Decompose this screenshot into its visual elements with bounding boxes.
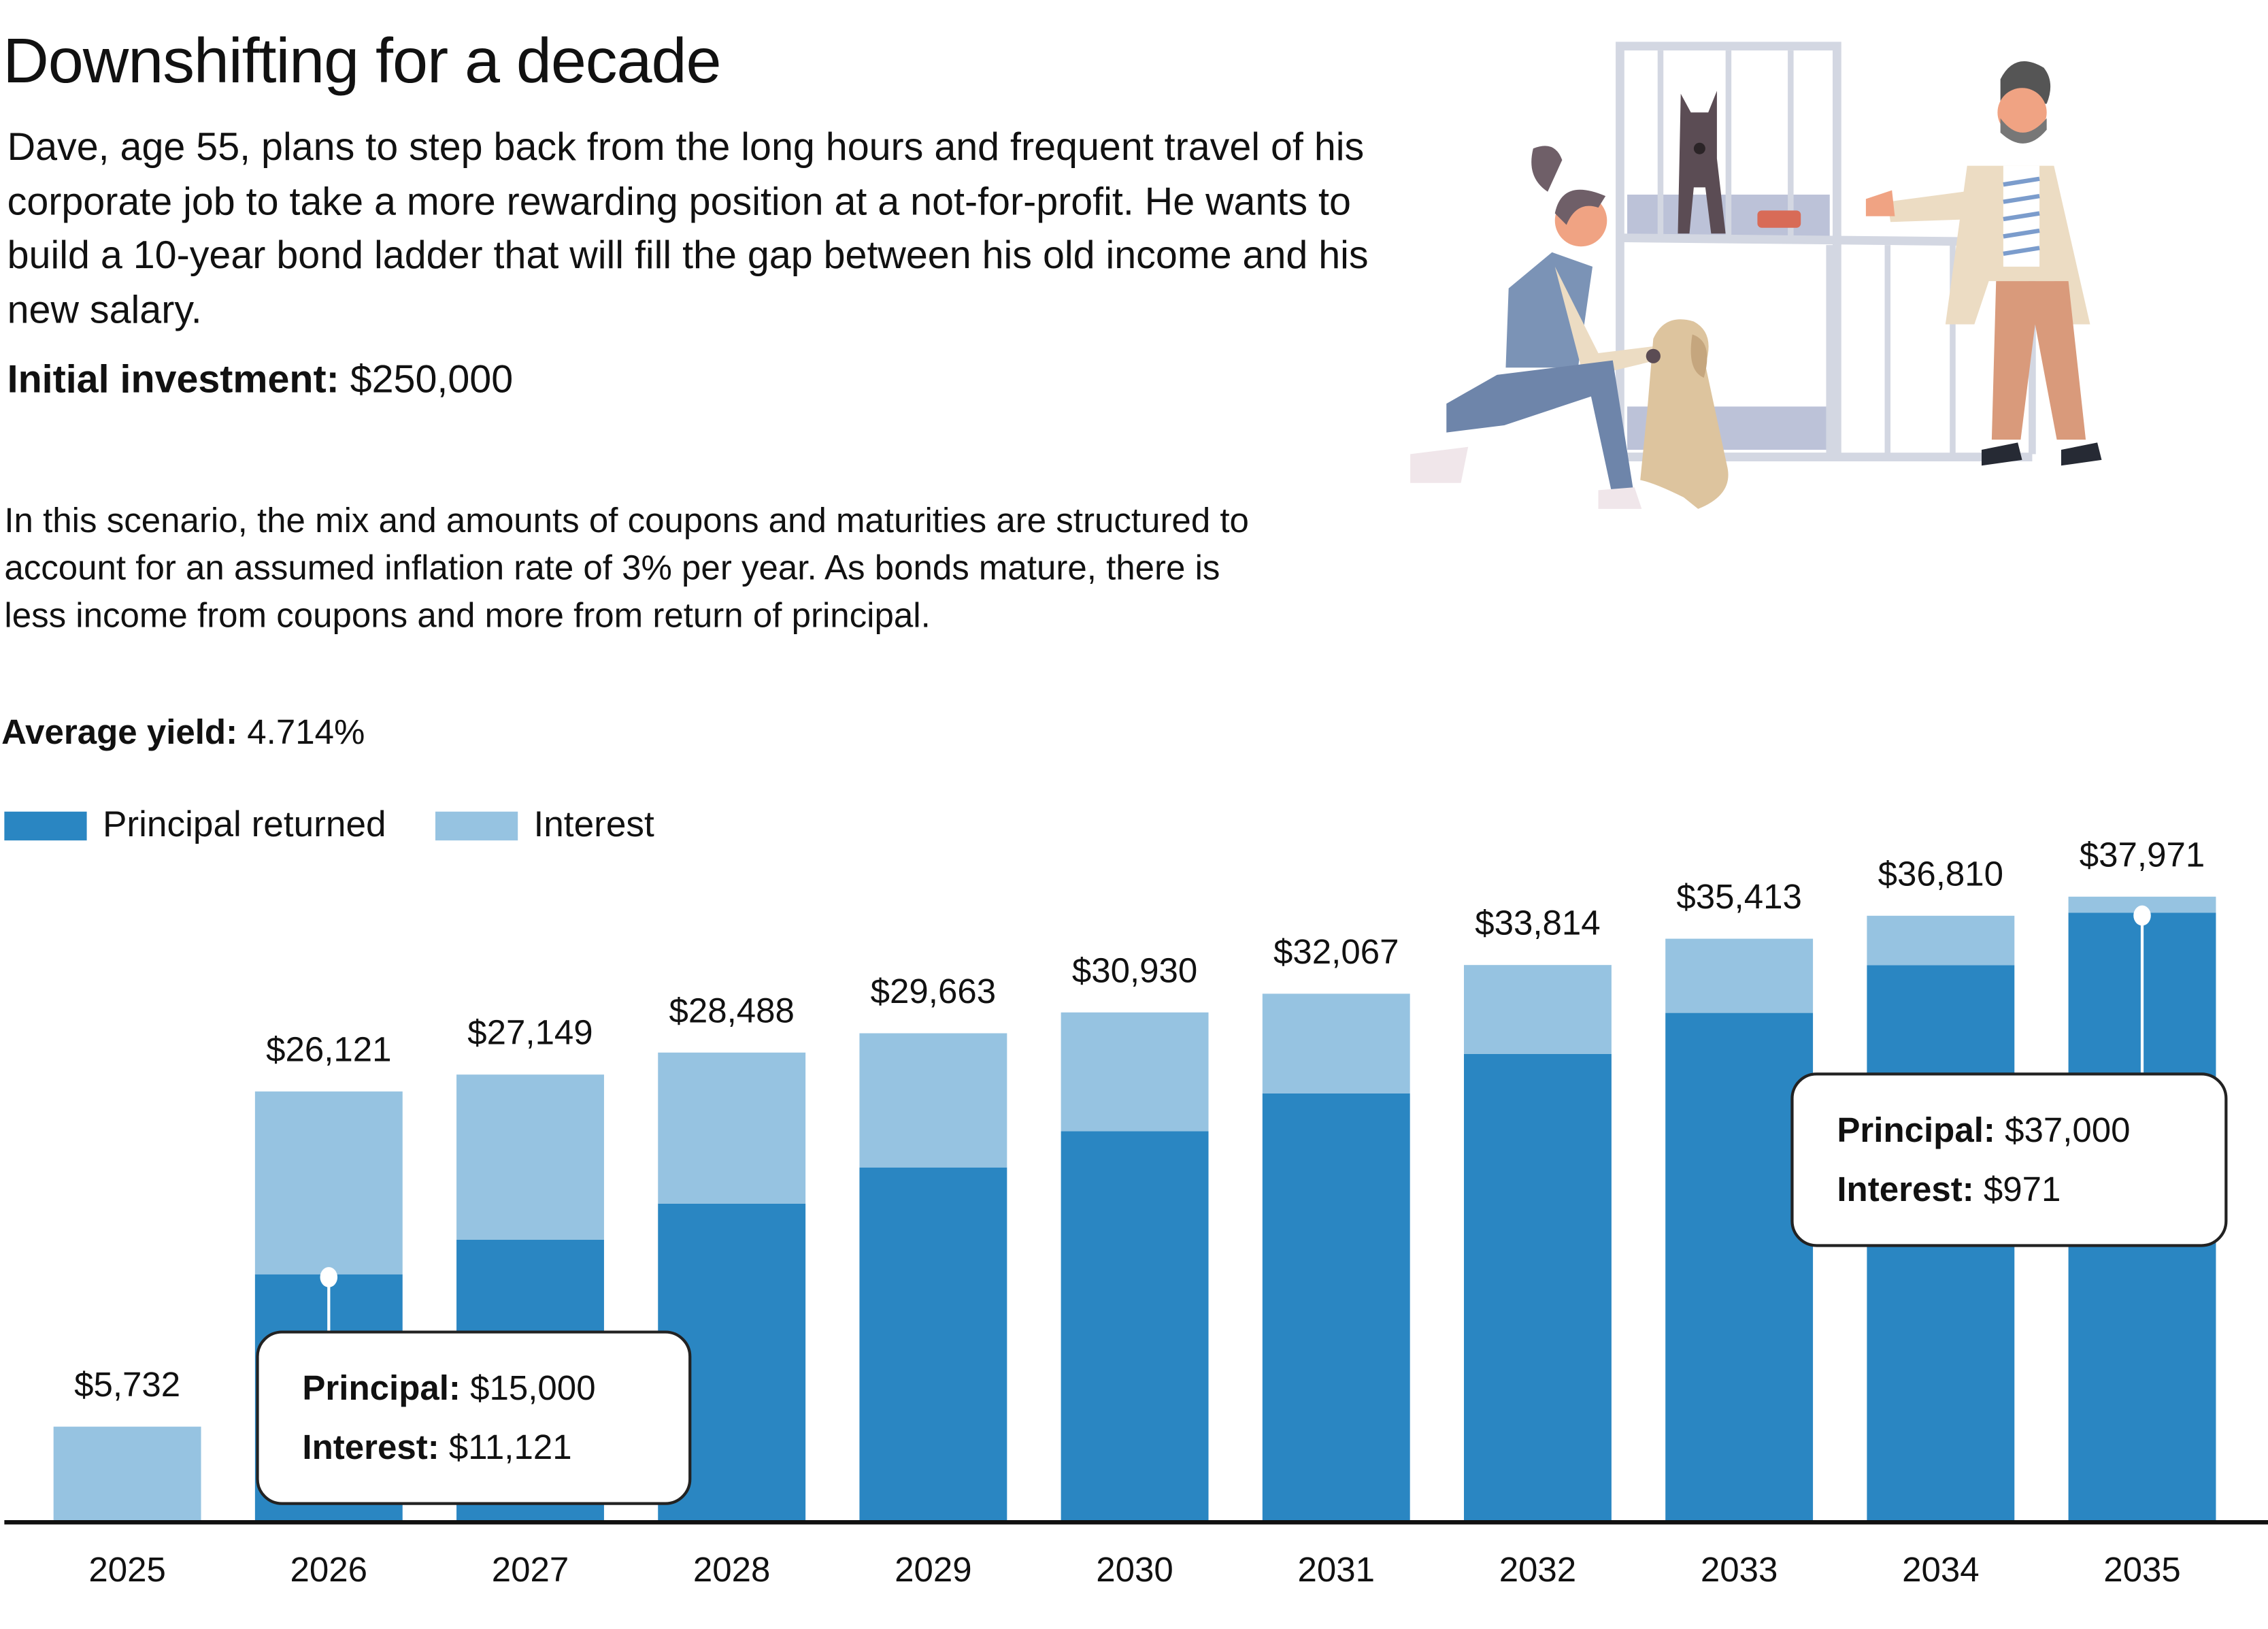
total-label-2026: $26,121 xyxy=(266,1030,391,1069)
bar-interest-2029 xyxy=(859,1033,1007,1168)
tooltip-principal-label: Principal: xyxy=(1837,1111,1995,1151)
initial-investment-value: $250,000 xyxy=(350,357,514,401)
x-tick-label-2031: 2031 xyxy=(1298,1550,1375,1589)
bar-interest-2033 xyxy=(1665,938,1814,1013)
tooltip-interest-label: Interest: xyxy=(302,1428,439,1468)
bar-interest-2032 xyxy=(1464,965,1612,1054)
total-label-2035: $37,971 xyxy=(2080,835,2205,874)
legend-label-interest: Interest xyxy=(533,804,654,845)
bar-principal-2029 xyxy=(859,1167,1007,1521)
dog-in-kennel-icon xyxy=(1678,90,1801,234)
x-tick-label-2035: 2035 xyxy=(2103,1550,2181,1589)
bar-interest-2031 xyxy=(1262,993,1410,1093)
chart-legend: Principal returned Interest xyxy=(4,804,703,846)
page-title: Downshifting for a decade xyxy=(3,26,721,97)
scenario-note: In this scenario, the mix and amounts of… xyxy=(4,501,1249,636)
tooltip-principal-label: Principal: xyxy=(302,1369,461,1409)
woman-volunteer-icon xyxy=(1410,146,1656,509)
initial-investment: Initial investment: $250,000 xyxy=(7,357,514,402)
total-label-2034: $36,810 xyxy=(1878,854,2003,893)
puppy-icon xyxy=(1640,319,1729,509)
total-label-2031: $32,067 xyxy=(1273,932,1399,971)
x-tick-label-2025: 2025 xyxy=(88,1550,166,1589)
bar-interest-2035 xyxy=(2068,896,2216,913)
annotation-marker-dot-2026 xyxy=(320,1267,338,1287)
x-tick-label-2034: 2034 xyxy=(1902,1550,1980,1589)
x-tick-label-2028: 2028 xyxy=(693,1550,771,1589)
total-label-2030: $30,930 xyxy=(1072,951,1197,989)
x-tick-label-2030: 2030 xyxy=(1096,1550,1173,1589)
bar-principal-2030 xyxy=(1061,1131,1209,1521)
intro-paragraph: Dave, age 55, plans to step back from th… xyxy=(7,125,1369,331)
bar-interest-2027 xyxy=(456,1074,604,1240)
legend-swatch-interest xyxy=(435,810,518,840)
bar-principal-2033 xyxy=(1665,1013,1814,1521)
annotation-tooltip-2035: Principal: $37,000 Interest: $971 xyxy=(1790,1072,2228,1247)
bar-interest-2026 xyxy=(254,1091,403,1274)
tooltip-principal-value: $37,000 xyxy=(2005,1111,2131,1151)
total-label-2027: $27,149 xyxy=(467,1013,593,1052)
total-label-2032: $33,814 xyxy=(1475,904,1600,942)
total-label-2025: $5,732 xyxy=(74,1365,180,1404)
tooltip-principal-value: $15,000 xyxy=(470,1369,596,1409)
annotation-leaders-group xyxy=(320,905,2151,1331)
tooltip-principal-row: Principal: $37,000 xyxy=(1837,1102,2224,1161)
x-tick-label-2026: 2026 xyxy=(290,1550,368,1589)
initial-investment-label: Initial investment: xyxy=(7,357,339,401)
legend-item-interest: Interest xyxy=(435,804,654,846)
man-volunteer-icon xyxy=(1865,61,2102,466)
bar-principal-2031 xyxy=(1262,1093,1410,1521)
legend-swatch-principal xyxy=(4,810,87,840)
average-yield-label: Average yield: xyxy=(1,713,238,753)
total-label-2029: $29,663 xyxy=(871,972,996,1010)
x-tick-label-2033: 2033 xyxy=(1701,1550,1778,1589)
x-tick-labels-group: 2025 2026 2027 2028 2029 2030 2031 2032 2033 2034… xyxy=(88,1550,2180,1589)
bar-interest-2034 xyxy=(1867,915,2015,966)
bar-interest-2025 xyxy=(53,1426,201,1521)
tooltip-interest-row: Interest: $971 xyxy=(1837,1160,2224,1219)
x-tick-label-2032: 2032 xyxy=(1499,1550,1577,1589)
tooltip-interest-row: Interest: $11,121 xyxy=(302,1419,688,1478)
annotation-tooltip-2026: Principal: $15,000 Interest: $11,121 xyxy=(256,1330,692,1505)
total-labels-group: $5,732 $26,121 $27,149 $28,488 $29,663 $30,93… xyxy=(74,835,2205,1404)
average-yield: Average yield: 4.714% xyxy=(1,714,365,754)
bar-principal-2032 xyxy=(1464,1053,1612,1521)
legend-item-principal: Principal returned xyxy=(4,804,386,846)
tooltip-interest-label: Interest: xyxy=(1837,1170,1974,1210)
tooltip-principal-row: Principal: $15,000 xyxy=(302,1360,688,1419)
x-tick-label-2029: 2029 xyxy=(895,1550,972,1589)
tooltip-interest-value: $971 xyxy=(1983,1170,2061,1210)
annotation-marker-dot-2035 xyxy=(2133,905,2151,926)
total-label-2028: $28,488 xyxy=(669,991,794,1030)
bar-interest-2028 xyxy=(658,1052,806,1204)
x-tick-label-2027: 2027 xyxy=(492,1550,569,1589)
total-label-2033: $35,413 xyxy=(1676,877,1801,916)
bar-interest-2030 xyxy=(1061,1012,1209,1132)
tooltip-interest-value: $11,121 xyxy=(448,1428,572,1468)
animal-shelter-illustration xyxy=(1410,42,2102,509)
average-yield-value: 4.714% xyxy=(247,713,365,753)
legend-label-principal: Principal returned xyxy=(102,804,386,845)
